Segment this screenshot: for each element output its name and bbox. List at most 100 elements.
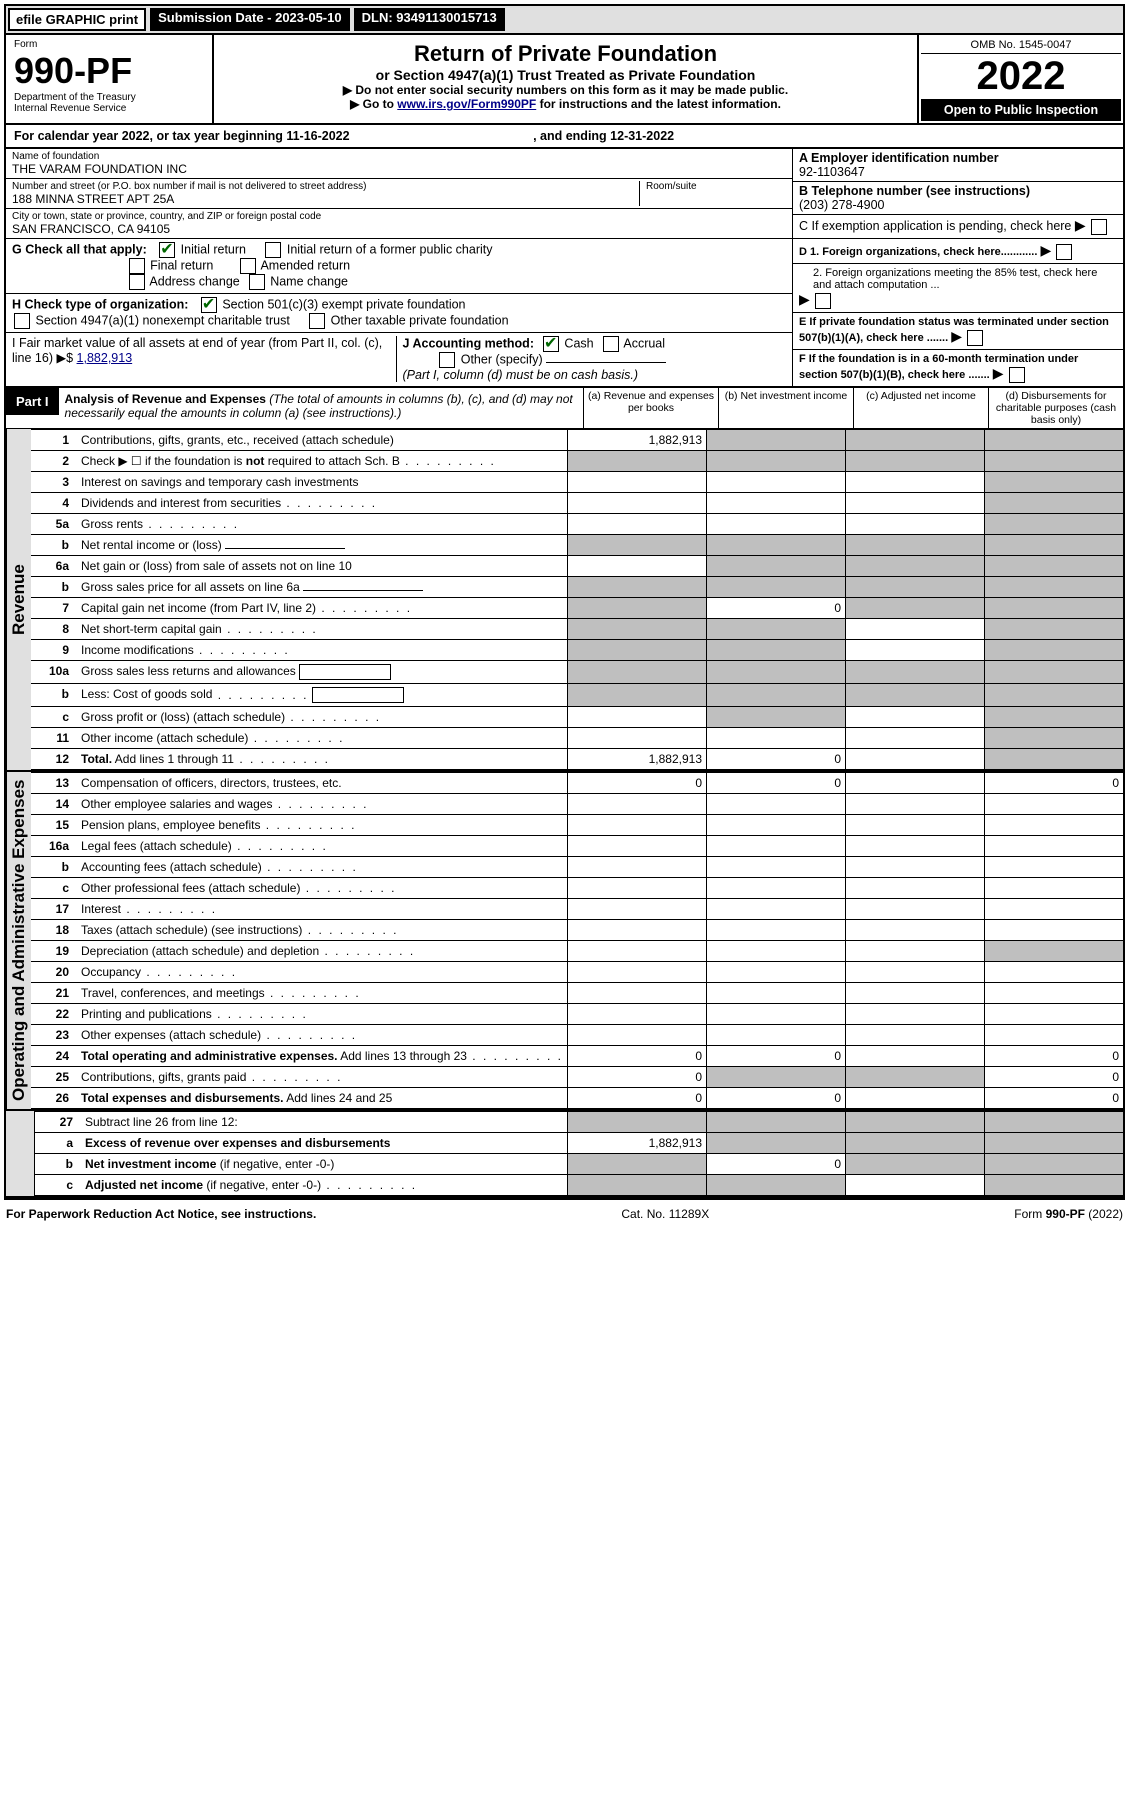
irs-link[interactable]: www.irs.gov/Form990PF xyxy=(397,97,536,111)
right-checks: D 1. Foreign organizations, check here..… xyxy=(793,239,1123,386)
efile-header: efile GRAPHIC print Submission Date - 20… xyxy=(6,6,1123,35)
table-row: 9Income modifications xyxy=(31,640,1123,661)
table-row: 25Contributions, gifts, grants paid00 xyxy=(31,1067,1123,1088)
table-row: cGross profit or (loss) (attach schedule… xyxy=(31,707,1123,728)
tax-year: 2022 xyxy=(921,54,1121,99)
h-row: H Check type of organization: Section 50… xyxy=(6,294,792,333)
city-state-zip: SAN FRANCISCO, CA 94105 xyxy=(12,222,786,236)
table-row: bAccounting fees (attach schedule) xyxy=(31,857,1123,878)
j-note: (Part I, column (d) must be on cash basi… xyxy=(403,368,639,382)
revenue-table: 1Contributions, gifts, grants, etc., rec… xyxy=(31,429,1123,770)
title-note2: ▶ Go to www.irs.gov/Form990PF for instru… xyxy=(220,97,911,111)
tel-label: B Telephone number (see instructions) xyxy=(799,184,1117,198)
table-row: 8Net short-term capital gain xyxy=(31,619,1123,640)
dln: DLN: 93491130015713 xyxy=(354,8,505,31)
table-row: 24Total operating and administrative exp… xyxy=(31,1046,1123,1067)
calendar-year: For calendar year 2022, or tax year begi… xyxy=(6,125,1123,149)
name-label: Name of foundation xyxy=(12,151,786,162)
i-j-row: I Fair market value of all assets at end… xyxy=(6,333,792,385)
telephone: (203) 278-4900 xyxy=(799,198,1117,212)
expenses-table: 13Compensation of officers, directors, t… xyxy=(31,772,1123,1109)
d1-check[interactable] xyxy=(1056,244,1072,260)
final-return-check[interactable] xyxy=(129,258,145,274)
table-row: 17Interest xyxy=(31,899,1123,920)
table-row: 11Other income (attach schedule) xyxy=(31,728,1123,749)
table-row: 4Dividends and interest from securities xyxy=(31,493,1123,514)
fmv-link[interactable]: 1,882,913 xyxy=(77,351,133,365)
initial-former-check[interactable] xyxy=(265,242,281,258)
ein: 92-1103647 xyxy=(799,165,1117,179)
name-address-block: Name of foundation THE VARAM FOUNDATION … xyxy=(6,149,792,238)
foundation-name: THE VARAM FOUNDATION INC xyxy=(12,162,786,176)
revenue-section: Revenue 1Contributions, gifts, grants, e… xyxy=(6,429,1123,772)
table-row: 10aGross sales less returns and allowanc… xyxy=(31,661,1123,684)
table-row: 19Depreciation (attach schedule) and dep… xyxy=(31,941,1123,962)
table-row: 14Other employee salaries and wages xyxy=(31,794,1123,815)
table-row: cOther professional fees (attach schedul… xyxy=(31,878,1123,899)
final-table: 27Subtract line 26 from line 12:aExcess … xyxy=(35,1111,1123,1196)
room-label: Room/suite xyxy=(646,181,786,192)
final-section: 27Subtract line 26 from line 12:aExcess … xyxy=(6,1111,1123,1198)
form-container: efile GRAPHIC print Submission Date - 20… xyxy=(4,4,1125,1200)
initial-return-check[interactable] xyxy=(159,242,175,258)
table-row: 3Interest on savings and temporary cash … xyxy=(31,472,1123,493)
e-check[interactable] xyxy=(967,330,983,346)
table-row: 22Printing and publications xyxy=(31,1004,1123,1025)
table-row: bGross sales price for all assets on lin… xyxy=(31,577,1123,598)
revenue-label: Revenue xyxy=(6,429,31,770)
4947-check[interactable] xyxy=(14,313,30,329)
table-row: cAdjusted net income (if negative, enter… xyxy=(35,1175,1123,1196)
final-spacer xyxy=(6,1111,35,1196)
submission-date: Submission Date - 2023-05-10 xyxy=(150,8,350,31)
accrual-check[interactable] xyxy=(603,336,619,352)
title-sub: or Section 4947(a)(1) Trust Treated as P… xyxy=(220,67,911,83)
table-row: 6aNet gain or (loss) from sale of assets… xyxy=(31,556,1123,577)
addr-label: Number and street (or P.O. box number if… xyxy=(12,181,639,192)
expenses-section: Operating and Administrative Expenses 13… xyxy=(6,772,1123,1111)
name-change-check[interactable] xyxy=(249,274,265,290)
dept: Department of the Treasury xyxy=(14,92,204,103)
footer-right: Form 990-PF (2022) xyxy=(1014,1207,1123,1221)
other-tax-check[interactable] xyxy=(309,313,325,329)
street-address: 188 MINNA STREET APT 25A xyxy=(12,192,639,206)
table-row: 2Check ▶ ☐ if the foundation is not requ… xyxy=(31,451,1123,472)
efile-print[interactable]: efile GRAPHIC print xyxy=(8,8,146,31)
left-checks: G Check all that apply: Initial return I… xyxy=(6,239,793,386)
other-method-check[interactable] xyxy=(439,352,455,368)
ein-label: A Employer identification number xyxy=(799,151,1117,165)
f-check[interactable] xyxy=(1009,367,1025,383)
amended-check[interactable] xyxy=(240,258,256,274)
col-c: (c) Adjusted net income xyxy=(853,388,988,428)
year-box: OMB No. 1545-0047 2022 Open to Public In… xyxy=(917,35,1123,123)
g-h-section: G Check all that apply: Initial return I… xyxy=(6,239,1123,386)
form-number: 990-PF xyxy=(14,50,204,92)
table-row: 12Total. Add lines 1 through 111,882,913… xyxy=(31,749,1123,770)
title-main: Return of Private Foundation xyxy=(220,41,911,67)
part1-header: Part I Analysis of Revenue and Expenses … xyxy=(6,386,1123,429)
cash-check[interactable] xyxy=(543,336,559,352)
form-label: Form xyxy=(14,39,204,50)
c-checkbox[interactable] xyxy=(1091,219,1107,235)
table-row: 1Contributions, gifts, grants, etc., rec… xyxy=(31,430,1123,451)
c-label: C If exemption application is pending, c… xyxy=(799,219,1071,233)
table-row: 5aGross rents xyxy=(31,514,1123,535)
501c3-check[interactable] xyxy=(201,297,217,313)
table-row: 16aLegal fees (attach schedule) xyxy=(31,836,1123,857)
table-row: 15Pension plans, employee benefits xyxy=(31,815,1123,836)
part1-label: Part I xyxy=(6,388,59,415)
title-note1: ▶ Do not enter social security numbers o… xyxy=(220,83,911,97)
table-row: aExcess of revenue over expenses and dis… xyxy=(35,1133,1123,1154)
open-inspection: Open to Public Inspection xyxy=(921,99,1121,121)
part1-desc: Analysis of Revenue and Expenses (The to… xyxy=(59,388,583,428)
col-b: (b) Net investment income xyxy=(718,388,853,428)
table-row: 20Occupancy xyxy=(31,962,1123,983)
table-row: bLess: Cost of goods sold xyxy=(31,684,1123,707)
addr-change-check[interactable] xyxy=(129,274,145,290)
table-row: 21Travel, conferences, and meetings xyxy=(31,983,1123,1004)
col-a: (a) Revenue and expenses per books xyxy=(583,388,718,428)
form-number-box: Form 990-PF Department of the Treasury I… xyxy=(6,35,214,123)
table-row: 26Total expenses and disbursements. Add … xyxy=(31,1088,1123,1109)
col-d: (d) Disbursements for charitable purpose… xyxy=(988,388,1123,428)
d2-check[interactable] xyxy=(815,293,831,309)
footer-left: For Paperwork Reduction Act Notice, see … xyxy=(6,1207,316,1221)
